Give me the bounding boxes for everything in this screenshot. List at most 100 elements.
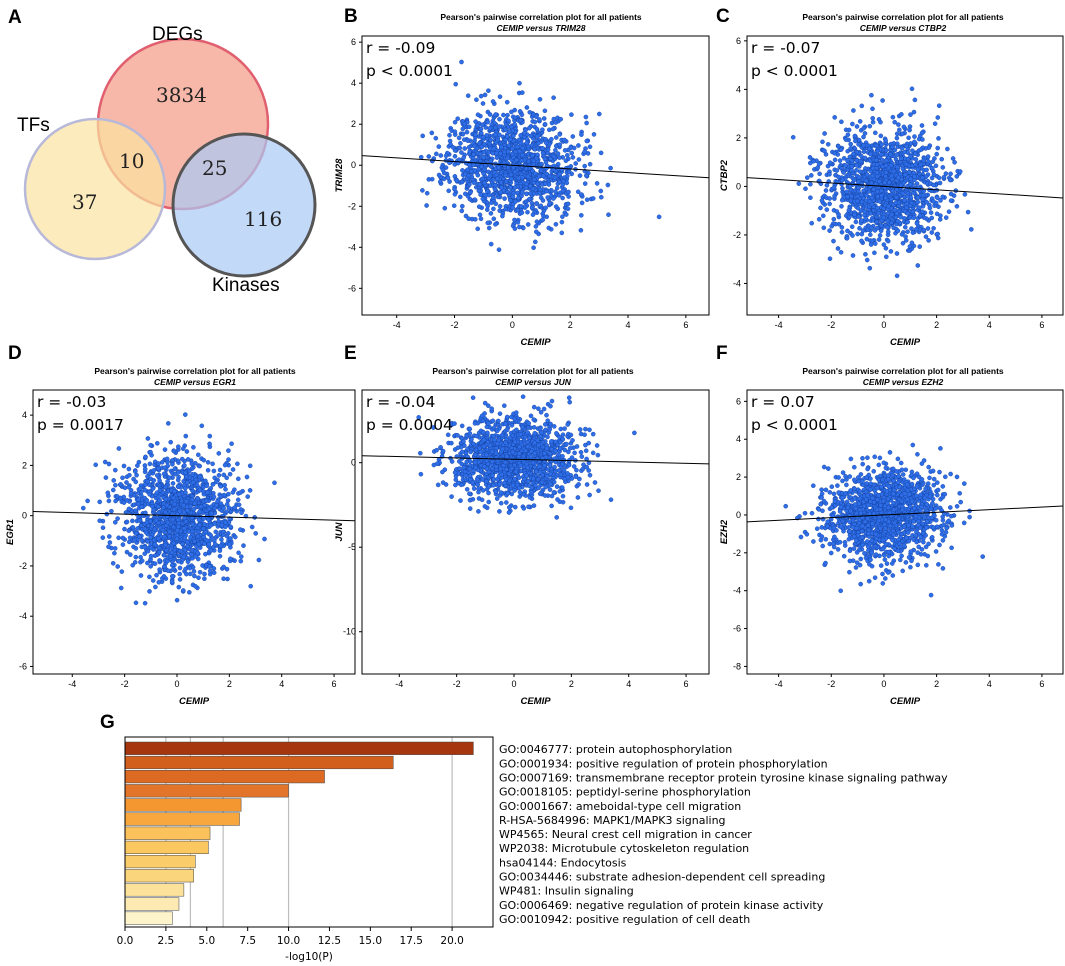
scatter-point: [162, 509, 168, 515]
scatter-point: [171, 524, 176, 530]
scatter-point: [531, 177, 537, 182]
scatter-point: [876, 117, 882, 122]
scatter-point: [238, 554, 244, 559]
scatter-point: [568, 505, 574, 511]
scatter-point: [940, 165, 946, 170]
scatter-point: [149, 523, 155, 529]
scatter-point: [897, 171, 903, 177]
scatter-point: [850, 253, 856, 258]
scatter-point: [915, 195, 921, 200]
scatter-point: [556, 192, 562, 198]
scatter-point: [137, 534, 142, 540]
scatter-point: [912, 174, 917, 179]
scatter-point: [503, 500, 509, 505]
scatter-point: [918, 147, 924, 152]
scatter-point: [540, 145, 545, 151]
scatter-point: [900, 240, 906, 246]
scatter-point: [506, 143, 512, 148]
scatter-point: [577, 476, 582, 482]
scatter-point: [838, 147, 844, 152]
scatter-point: [497, 411, 503, 417]
scatter-point: [191, 444, 196, 450]
scatter-point: [181, 510, 187, 516]
scatter-point: [494, 155, 500, 160]
scatter-point: [527, 196, 533, 202]
scatter-point: [491, 216, 497, 222]
scatter-point: [451, 203, 457, 208]
scatter-point: [957, 169, 963, 174]
scatter-point: [854, 158, 860, 163]
scatter-point: [850, 121, 855, 127]
scatter-point: [839, 119, 844, 125]
y-tick-label: 4: [22, 410, 27, 420]
scatter-point: [452, 119, 458, 125]
scatter-point: [497, 124, 502, 129]
scatter-point: [599, 194, 604, 200]
scatter-point: [142, 482, 148, 488]
scatter-point: [216, 472, 222, 478]
scatter-point: [894, 135, 900, 141]
scatter-point: [537, 97, 543, 102]
scatter-point: [196, 575, 201, 581]
scatter-point: [429, 130, 435, 136]
scatter-point: [520, 145, 526, 151]
scatter-point: [426, 177, 432, 182]
scatter-point: [477, 212, 483, 218]
scatter-point: [490, 177, 496, 183]
scatter-point: [480, 488, 486, 493]
venn-count-degs-only: 3834: [156, 83, 207, 107]
scatter-point: [436, 144, 442, 149]
scatter-point: [856, 175, 862, 180]
scatter-point: [228, 536, 233, 541]
scatter-point: [207, 568, 213, 574]
scatter-point: [950, 156, 956, 161]
scatter-point: [226, 457, 231, 462]
scatter-point: [190, 479, 196, 485]
scatter-point: [206, 564, 212, 569]
scatter-point: [840, 177, 845, 183]
scatter-point: [192, 573, 197, 579]
scatter-point: [224, 502, 230, 507]
scatter-point: [545, 147, 551, 152]
scatter-point: [926, 159, 932, 165]
scatter-point: [523, 166, 529, 171]
scatter-point: [846, 207, 852, 213]
scatter-point: [843, 137, 849, 142]
scatter-point: [905, 193, 911, 199]
scatter-point: [822, 148, 827, 154]
scatter-point: [553, 120, 559, 125]
scatter-point: [247, 488, 253, 493]
scatter-point: [907, 170, 912, 175]
scatter-point: [851, 108, 856, 113]
scatter-point: [868, 151, 873, 157]
scatter-point: [516, 195, 521, 201]
scatter-point: [908, 176, 914, 182]
scatter-point: [931, 225, 936, 231]
scatter-point: [222, 482, 227, 488]
scatter-point: [172, 501, 177, 507]
scatter-point: [874, 157, 879, 163]
y-tick-label: -6: [348, 283, 356, 293]
scatter-point: [549, 136, 554, 142]
venn-panel: A DEGs TFs Kinases 3834 10 25 37 116: [8, 7, 317, 296]
scatter-point: [890, 144, 895, 150]
panel-label-e: E: [344, 343, 357, 364]
scatter-point: [861, 134, 866, 140]
scatter-point: [531, 245, 536, 250]
scatter-point: [202, 571, 207, 577]
scatter-point: [598, 150, 604, 156]
scatter-point: [436, 172, 442, 178]
scatter-point: [238, 527, 243, 532]
y-tick-label: 6: [351, 37, 356, 47]
scatter-point: [883, 163, 889, 168]
scatter-point: [213, 479, 219, 485]
scatter-point: [170, 517, 176, 523]
scatter-point: [824, 182, 830, 188]
scatter-point: [180, 588, 186, 593]
scatter-point: [135, 526, 140, 531]
scatter-point: [459, 208, 465, 214]
scatter-point: [532, 146, 538, 152]
scatter-point: [183, 433, 189, 439]
scatter-point: [889, 220, 894, 226]
scatter-point: [201, 526, 206, 531]
